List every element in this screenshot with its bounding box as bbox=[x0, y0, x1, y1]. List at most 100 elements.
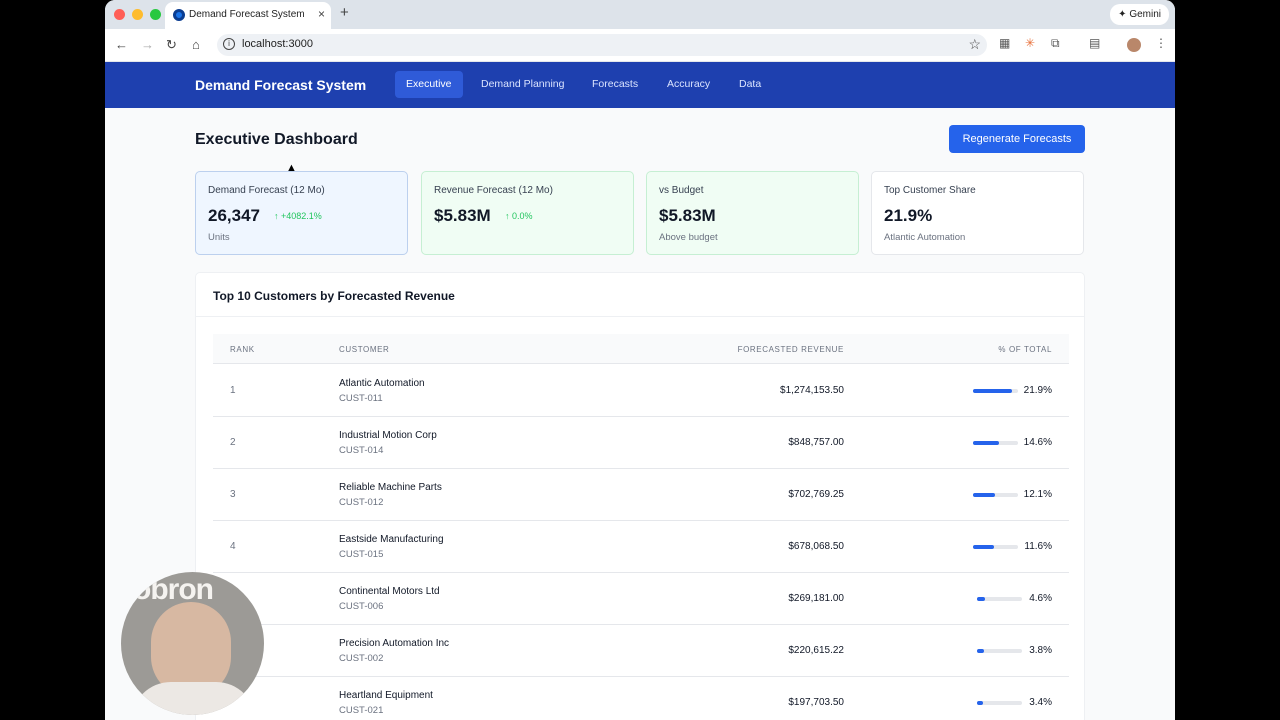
kpi-sub: Atlantic Automation bbox=[884, 232, 966, 243]
kpi-label: Demand Forecast (12 Mo) bbox=[208, 185, 325, 196]
forecasted-revenue: $848,757.00 bbox=[788, 437, 844, 448]
table-row[interactable]: Continental Motors Ltd CUST-006 $269,181.0… bbox=[213, 573, 1069, 625]
kpi-value: 26,347 bbox=[208, 206, 260, 225]
site-info-icon[interactable]: i bbox=[223, 38, 235, 50]
customer-name: Eastside Manufacturing bbox=[339, 534, 444, 545]
row-rank: 4 bbox=[230, 541, 236, 552]
tab-strip: Demand Forecast System × + ✦ Gemini bbox=[105, 0, 1175, 29]
menu-kebab-icon[interactable]: ⋮ bbox=[1155, 36, 1167, 50]
percent-of-total: 11.6% bbox=[1024, 541, 1052, 552]
share-bar-track bbox=[977, 597, 1022, 601]
forward-arrow-icon[interactable]: → bbox=[141, 37, 154, 52]
customer-id: CUST-011 bbox=[339, 393, 383, 404]
page-title: Executive Dashboard bbox=[195, 131, 358, 148]
nav-accuracy[interactable]: Accuracy bbox=[667, 78, 711, 90]
customer-name: Continental Motors Ltd bbox=[339, 586, 440, 597]
webcam-overlay: obron bbox=[121, 572, 264, 715]
row-rank: 3 bbox=[230, 489, 236, 500]
kpi-value: 21.9% bbox=[884, 206, 933, 225]
divider bbox=[196, 316, 1084, 317]
sidebar-icon[interactable]: ▤ bbox=[1089, 36, 1101, 50]
top-customers-card: Top 10 Customers by Forecasted Revenue R… bbox=[195, 272, 1085, 720]
share-bar-track bbox=[977, 701, 1022, 705]
share-bar-track bbox=[973, 441, 1018, 445]
percent-of-total: 3.4% bbox=[1029, 697, 1052, 708]
app-navbar: Demand Forecast System Executive Demand … bbox=[105, 62, 1175, 108]
claude-extension-icon[interactable]: ✳ bbox=[1025, 36, 1036, 50]
home-icon[interactable]: ⌂ bbox=[192, 37, 200, 52]
share-bar-track bbox=[973, 545, 1018, 549]
customer-id: CUST-015 bbox=[339, 549, 384, 560]
kpi-delta-text: +4082.1% bbox=[281, 211, 322, 221]
forecasted-revenue: $678,068.50 bbox=[788, 541, 844, 552]
row-rank: 2 bbox=[230, 437, 236, 448]
share-bar-fill bbox=[973, 389, 1013, 393]
header-customer: CUSTOMER bbox=[339, 345, 390, 354]
percent-of-total: 14.6% bbox=[1023, 437, 1052, 448]
app-favicon-icon bbox=[173, 9, 185, 21]
share-bar-track bbox=[973, 493, 1018, 497]
forecasted-revenue: $1,274,153.50 bbox=[780, 385, 844, 396]
extensions-puzzle-icon[interactable]: ⧉ bbox=[1051, 36, 1060, 50]
forecasted-revenue: $269,181.00 bbox=[788, 593, 844, 604]
profile-avatar[interactable] bbox=[1127, 38, 1141, 52]
presenter-face bbox=[151, 602, 231, 697]
forecasted-revenue: $220,615.22 bbox=[788, 645, 844, 656]
table-row[interactable]: Precision Automation Inc CUST-002 $220,615… bbox=[213, 625, 1069, 677]
nav-executive[interactable]: Executive bbox=[395, 71, 463, 98]
kpi-vs-budget: vs Budget $5.83M Above budget bbox=[646, 171, 859, 255]
kpi-value: $5.83M bbox=[434, 206, 491, 225]
customer-name: Precision Automation Inc bbox=[339, 638, 450, 649]
nav-forecasts[interactable]: Forecasts bbox=[592, 78, 639, 90]
kpi-value: $5.83M bbox=[659, 206, 716, 225]
share-bar-fill bbox=[973, 545, 994, 549]
share-bar-track bbox=[973, 389, 1018, 393]
app-brand[interactable]: Demand Forecast System bbox=[195, 77, 367, 93]
url-text[interactable]: localhost:3000 bbox=[242, 38, 313, 50]
back-arrow-icon[interactable]: ← bbox=[115, 37, 128, 52]
address-bar[interactable]: i localhost:3000 ☆ bbox=[217, 34, 987, 56]
nav-data[interactable]: Data bbox=[739, 78, 762, 90]
browser-tab[interactable]: Demand Forecast System × bbox=[165, 2, 331, 29]
new-tab-button[interactable]: + bbox=[340, 4, 349, 21]
share-bar-fill bbox=[973, 441, 1000, 445]
minimize-window-button[interactable] bbox=[132, 9, 143, 20]
table-row[interactable]: 1 Atlantic Automation CUST-011 $1,274,153.5… bbox=[213, 365, 1069, 417]
kpi-demand-forecast: Demand Forecast (12 Mo) 26,347 ↑ +4082.1… bbox=[195, 171, 408, 255]
percent-of-total: 4.6% bbox=[1029, 593, 1052, 604]
percent-of-total: 21.9% bbox=[1023, 385, 1052, 396]
kpi-revenue-forecast: Revenue Forecast (12 Mo) $5.83M ↑ 0.0% bbox=[421, 171, 634, 255]
maximize-window-button[interactable] bbox=[150, 9, 161, 20]
customer-id: CUST-006 bbox=[339, 601, 384, 612]
row-rank: 1 bbox=[230, 385, 236, 396]
table-row[interactable]: 4 Eastside Manufacturing CUST-015 $678,068.… bbox=[213, 521, 1069, 573]
share-bar-fill bbox=[973, 493, 995, 497]
browser-toolbar: ← → ↻ ⌂ i localhost:3000 ☆ ▦ ✳ ⧉ ▤ ⋮ bbox=[105, 29, 1175, 62]
webcam-overlay-text: obron bbox=[133, 573, 214, 606]
customer-name: Atlantic Automation bbox=[339, 378, 425, 389]
header-rank: RANK bbox=[230, 345, 255, 354]
table-row[interactable]: 3 Reliable Machine Parts CUST-012 $702,769.… bbox=[213, 469, 1069, 521]
kpi-delta: ↑ 0.0% bbox=[505, 211, 533, 221]
close-window-button[interactable] bbox=[114, 9, 125, 20]
share-bar-fill bbox=[977, 597, 986, 601]
bookmark-star-icon[interactable]: ☆ bbox=[968, 36, 981, 52]
kpi-sub: Units bbox=[208, 232, 230, 243]
mouse-cursor-icon: ▲ bbox=[286, 162, 297, 174]
reload-icon[interactable]: ↻ bbox=[166, 37, 177, 52]
table-row[interactable]: Heartland Equipment CUST-021 $197,703.50 3.… bbox=[213, 677, 1069, 720]
nav-demand-planning[interactable]: Demand Planning bbox=[481, 78, 565, 90]
customer-id: CUST-014 bbox=[339, 445, 384, 456]
kpi-label: Revenue Forecast (12 Mo) bbox=[434, 185, 553, 196]
gemini-button[interactable]: ✦ Gemini bbox=[1110, 4, 1169, 25]
percent-of-total: 3.8% bbox=[1029, 645, 1052, 656]
customer-name: Industrial Motion Corp bbox=[339, 430, 437, 441]
regenerate-forecasts-button[interactable]: Regenerate Forecasts bbox=[949, 125, 1085, 153]
forecasted-revenue: $702,769.25 bbox=[788, 489, 844, 500]
customer-name: Reliable Machine Parts bbox=[339, 482, 442, 493]
customer-id: CUST-021 bbox=[339, 705, 384, 716]
forecasted-revenue: $197,703.50 bbox=[788, 697, 844, 708]
close-tab-icon[interactable]: × bbox=[317, 7, 325, 21]
table-row[interactable]: 2 Industrial Motion Corp CUST-014 $848,757.… bbox=[213, 417, 1069, 469]
extension-icon[interactable]: ▦ bbox=[999, 36, 1011, 50]
